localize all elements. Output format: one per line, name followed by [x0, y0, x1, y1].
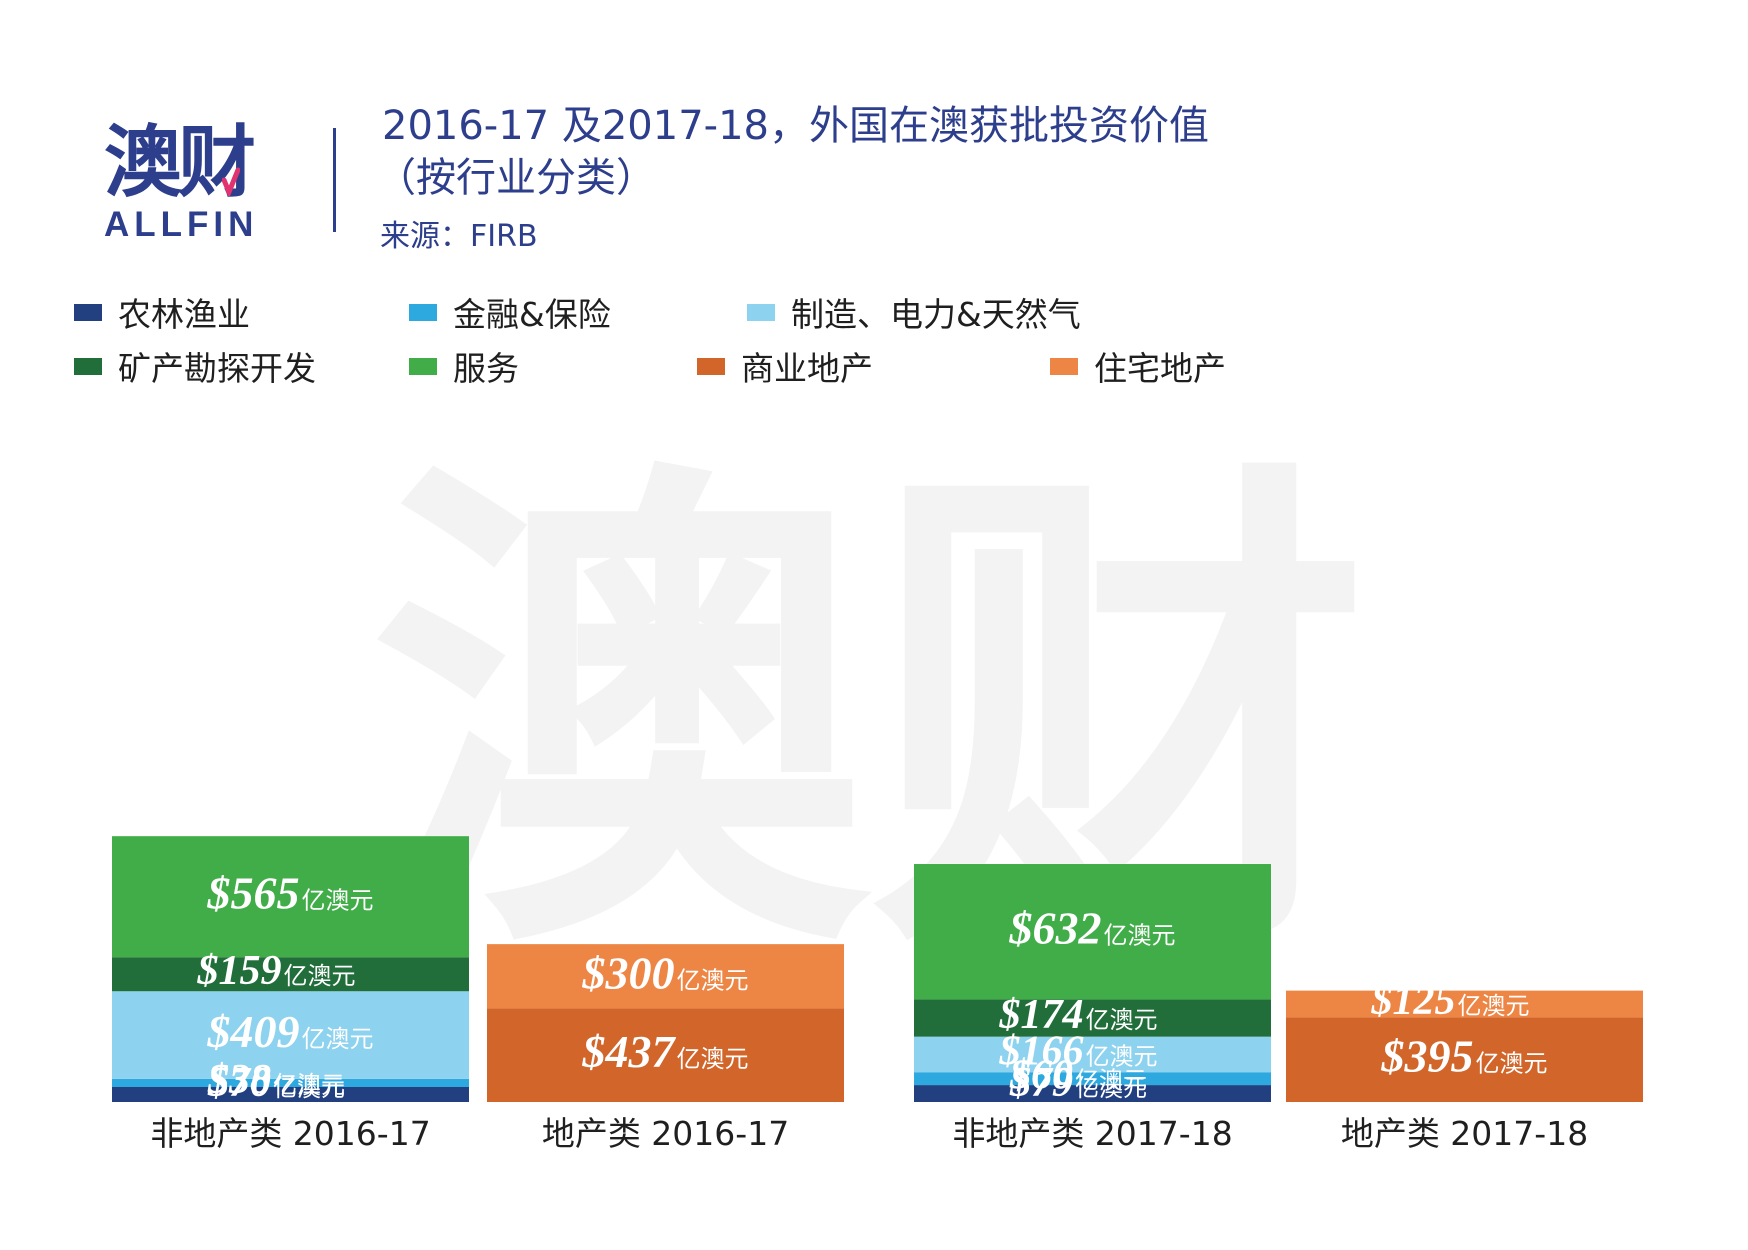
bar-segment-commercial-3: [1286, 1017, 1643, 1102]
category-label-3: 地产类 2017-18: [1341, 1114, 1588, 1153]
legend-item-manufacturing: 制造、电力&天然气: [747, 288, 1081, 336]
bar-segment-commercial-1: [487, 1008, 844, 1102]
legend-label-finance: 金融&保险: [453, 295, 611, 334]
data-label-finance-2: $60亿澳元: [1009, 1053, 1147, 1099]
bar-segment-agri-0: [112, 1087, 469, 1102]
legend-label-services: 服务: [453, 349, 519, 388]
legend-label-agri: 农林渔业: [118, 295, 250, 334]
data-label-residential-1: $300亿澳元: [582, 947, 749, 998]
bar-segment-agri-2: [914, 1085, 1271, 1102]
legend-label-residential: 住宅地产: [1094, 349, 1226, 388]
bar-segment-services-0: [112, 836, 469, 958]
chart-title-line1: 2016-17 及2017-18，外国在澳获批投资价值: [382, 103, 1209, 149]
data-label-mining-0: $159亿澳元: [197, 948, 356, 994]
legend-item-services: 服务: [409, 342, 519, 390]
legend-item-residential: 住宅地产: [1050, 342, 1226, 390]
legend-label-mining: 矿产勘探开发: [118, 349, 316, 388]
legend-label-manufacturing: 制造、电力&天然气: [791, 295, 1081, 334]
legend-swatch-mining: [74, 357, 102, 375]
chart-source: 来源：FIRB: [380, 219, 538, 254]
data-label-manufacturing-0: $409亿澳元: [207, 1006, 374, 1057]
legend-item-finance: 金融&保险: [409, 288, 611, 336]
bar-segment-finance-2: [914, 1072, 1271, 1086]
bar-segment-manufacturing-2: [914, 1036, 1271, 1073]
category-label-0: 非地产类 2016-17: [150, 1114, 430, 1153]
legend-label-commercial: 商业地产: [741, 349, 873, 388]
legend-swatch-services: [409, 357, 437, 375]
logo-check-mark-icon: [222, 167, 240, 196]
data-label-residential-3: $125亿澳元: [1371, 978, 1530, 1024]
data-label-services-0: $565亿澳元: [207, 868, 374, 919]
data-label-agri-2: $79亿澳元: [1009, 1060, 1147, 1106]
legend-item-agri: 农林渔业: [74, 288, 250, 336]
bar-segment-services-2: [914, 864, 1271, 1000]
category-label-1: 地产类 2016-17: [542, 1114, 789, 1153]
legend-swatch-residential: [1050, 357, 1078, 375]
data-label-finance-0: $38亿澳元: [207, 1057, 345, 1103]
data-label-commercial-1: $437亿澳元: [582, 1026, 749, 1077]
bar-segment-residential-3: [1286, 990, 1643, 1018]
legend-item-commercial: 商业地产: [697, 342, 873, 390]
category-label-2: 非地产类 2017-18: [952, 1114, 1232, 1153]
legend-item-mining: 矿产勘探开发: [74, 342, 316, 390]
bar-segment-mining-0: [112, 957, 469, 992]
legend-swatch-manufacturing: [747, 303, 775, 321]
data-label-commercial-3: $395亿澳元: [1381, 1031, 1548, 1082]
allfin-logo: 澳财 ALLFIN: [104, 122, 274, 244]
bar-segment-residential-1: [487, 944, 844, 1009]
bar-segment-manufacturing-0: [112, 991, 469, 1079]
bar-segment-finance-0: [112, 1078, 469, 1088]
legend-swatch-commercial: [697, 357, 725, 375]
bar-segment-mining-2: [914, 999, 1271, 1037]
logo-english-text: ALLFIN: [104, 205, 259, 244]
header-divider: [333, 128, 336, 232]
data-label-services-2: $632亿澳元: [1009, 903, 1176, 954]
legend-swatch-agri: [74, 303, 102, 321]
legend-swatch-finance: [409, 303, 437, 321]
data-label-agri-0: $70亿澳元: [207, 1060, 345, 1106]
chart-title: 2016-17 及2017-18，外国在澳获批投资价值 （按行业分类）: [376, 100, 1282, 204]
data-label-mining-2: $174亿澳元: [999, 992, 1158, 1038]
chart-title-line2: （按行业分类）: [376, 155, 656, 201]
data-label-manufacturing-2: $166亿澳元: [999, 1028, 1158, 1074]
